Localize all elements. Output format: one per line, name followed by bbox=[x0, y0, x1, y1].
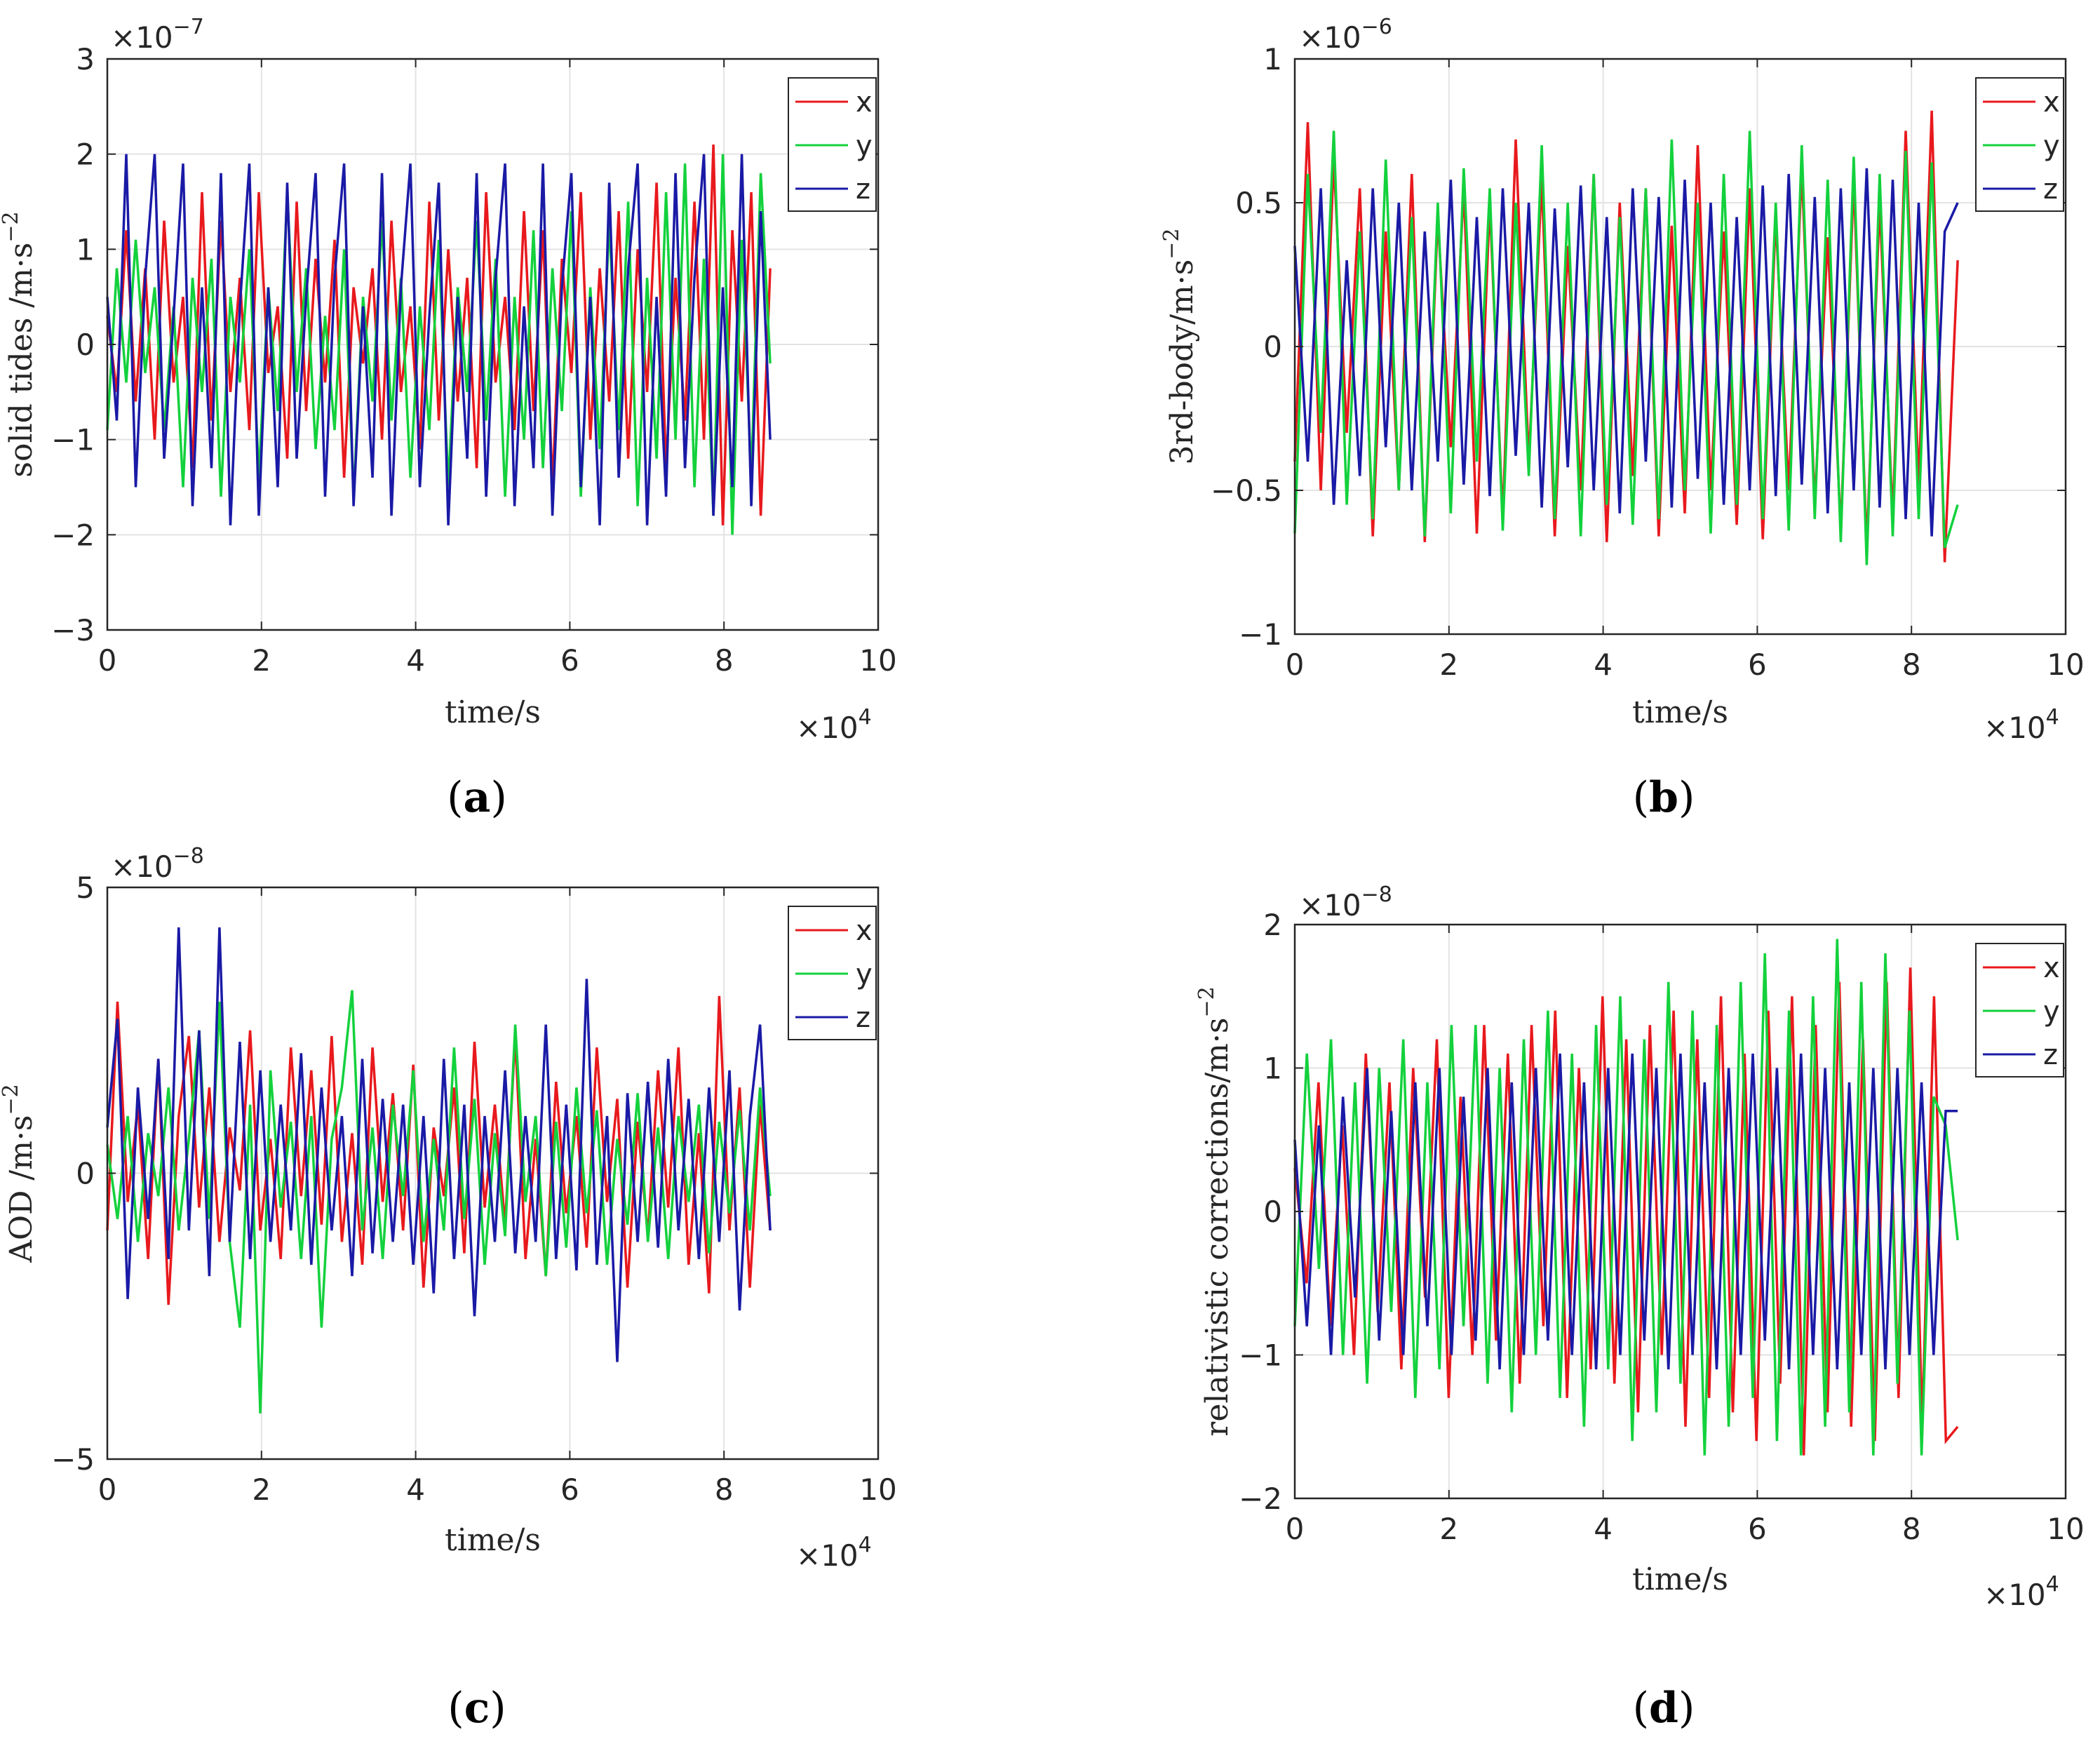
y-tick-label: 0 bbox=[1263, 1195, 1282, 1229]
x-tick-label: 10 bbox=[2047, 1512, 2084, 1546]
y-tick-label: −2 bbox=[1239, 1482, 1282, 1516]
y-tick-label: −5 bbox=[51, 1442, 95, 1477]
x-axis-label: time/s bbox=[1632, 694, 1728, 730]
y-axis-label: solid tides /m·s−2 bbox=[0, 211, 39, 477]
panel-caption: (d) bbox=[1633, 1684, 1695, 1733]
x-tick-label: 10 bbox=[859, 643, 896, 678]
y-multiplier: ×10−8 bbox=[111, 844, 204, 884]
y-tick-label: −3 bbox=[51, 613, 95, 647]
y-tick-label: 1 bbox=[1263, 1052, 1282, 1086]
legend-label-x: x bbox=[2043, 952, 2060, 984]
y-tick-label: −0.5 bbox=[1211, 474, 1282, 508]
x-tick-label: 2 bbox=[252, 1472, 271, 1507]
legend-label-y: y bbox=[856, 958, 873, 991]
series-line-z bbox=[1293, 168, 1959, 537]
y-tick-label: 1 bbox=[1263, 42, 1282, 76]
x-tick-label: 8 bbox=[715, 1472, 734, 1507]
legend-label-z: z bbox=[856, 173, 870, 206]
x-tick-label: 6 bbox=[1748, 647, 1767, 682]
chart-d: 0 2 4 6 8 10 −2 −1 0 1 2 ×10−8 ×104 time/s relativisti… bbox=[1194, 882, 2085, 1733]
x-tick-label: 0 bbox=[1286, 1512, 1305, 1546]
y-tick-label: 0 bbox=[76, 1157, 95, 1191]
x-multiplier: ×104 bbox=[1984, 1572, 2059, 1612]
legend-label-z: z bbox=[2043, 173, 2058, 206]
legend-label-y: y bbox=[2043, 995, 2060, 1028]
x-tick-label: 4 bbox=[406, 643, 425, 678]
x-tick-label: 10 bbox=[2047, 647, 2084, 682]
y-tick-label: 5 bbox=[76, 871, 95, 905]
x-tick-label: 10 bbox=[859, 1472, 896, 1507]
x-tick-label: 2 bbox=[1439, 1512, 1458, 1546]
x-tick-label: 8 bbox=[1902, 1512, 1921, 1546]
y-multiplier: ×10−7 bbox=[111, 15, 204, 55]
x-tick-label: 8 bbox=[1902, 647, 1921, 682]
y-tick-label: 0 bbox=[76, 328, 95, 362]
x-tick-label: 4 bbox=[1594, 647, 1613, 682]
x-tick-label: 6 bbox=[560, 1472, 579, 1507]
y-tick-label: 0 bbox=[1263, 330, 1282, 364]
y-multiplier: ×10−8 bbox=[1299, 882, 1392, 922]
x-multiplier: ×104 bbox=[1984, 705, 2059, 745]
legend-label-x: x bbox=[856, 915, 873, 947]
x-axis-label: time/s bbox=[445, 694, 541, 730]
panel-caption: (b) bbox=[1633, 773, 1695, 822]
x-tick-label: 0 bbox=[98, 643, 117, 678]
x-tick-label: 6 bbox=[560, 643, 579, 678]
y-tick-label: −2 bbox=[51, 518, 95, 552]
y-tick-label: −1 bbox=[1239, 617, 1282, 652]
legend: xyz bbox=[1975, 77, 2064, 212]
legend: xyz bbox=[788, 906, 877, 1040]
y-tick-label: 3 bbox=[76, 42, 95, 76]
legend-label-y: y bbox=[856, 130, 873, 162]
chart-a: 0 2 4 6 8 10 −3 −2 −1 0 1 2 3 ×10−7 ×104 time/s solid ti… bbox=[0, 15, 897, 822]
panel-caption: (c) bbox=[447, 1684, 506, 1733]
x-tick-label: 8 bbox=[715, 643, 734, 678]
y-tick-label: 2 bbox=[76, 137, 95, 172]
y-axis-label: 3rd-body/m·s−2 bbox=[1159, 228, 1200, 464]
x-tick-label: 2 bbox=[1439, 647, 1458, 682]
x-tick-label: 4 bbox=[1594, 1512, 1613, 1546]
y-tick-label: −1 bbox=[51, 423, 95, 457]
legend-label-z: z bbox=[2043, 1039, 2058, 1071]
y-tick-label: 2 bbox=[1263, 908, 1282, 942]
series-line-x bbox=[1293, 967, 1959, 1456]
x-axis-label: time/s bbox=[445, 1522, 541, 1558]
x-tick-label: 0 bbox=[1286, 647, 1305, 682]
y-tick-label: 1 bbox=[76, 232, 95, 267]
legend: xyz bbox=[1975, 943, 2064, 1077]
x-tick-label: 4 bbox=[406, 1472, 425, 1507]
series-line-z bbox=[106, 154, 772, 525]
x-tick-label: 6 bbox=[1748, 1512, 1767, 1546]
x-tick-label: 2 bbox=[252, 643, 271, 678]
x-tick-label: 0 bbox=[98, 1472, 117, 1507]
legend-label-x: x bbox=[2043, 86, 2060, 119]
series-line-z bbox=[1293, 1053, 1958, 1370]
legend: xyz bbox=[788, 77, 877, 212]
x-axis-label: time/s bbox=[1632, 1562, 1728, 1597]
legend-label-x: x bbox=[856, 86, 873, 119]
y-tick-label: 0.5 bbox=[1235, 186, 1282, 220]
series-line-z bbox=[106, 927, 772, 1362]
y-axis-label: AOD /m·s−2 bbox=[0, 1084, 39, 1263]
chart-b: 0 2 4 6 8 10 −1 −0.5 0 0.5 1 ×10−6 ×104 time/s 3rd-bod… bbox=[1159, 15, 2085, 822]
x-multiplier: ×104 bbox=[796, 705, 872, 745]
panel-caption: (a) bbox=[447, 773, 507, 822]
y-axis-label: relativistic corrections/m·s−2 bbox=[1194, 986, 1235, 1436]
legend-label-y: y bbox=[2043, 130, 2060, 162]
x-multiplier: ×104 bbox=[796, 1533, 872, 1573]
y-multiplier: ×10−6 bbox=[1299, 15, 1392, 55]
y-tick-label: −1 bbox=[1239, 1338, 1282, 1373]
legend-label-z: z bbox=[856, 1002, 870, 1034]
